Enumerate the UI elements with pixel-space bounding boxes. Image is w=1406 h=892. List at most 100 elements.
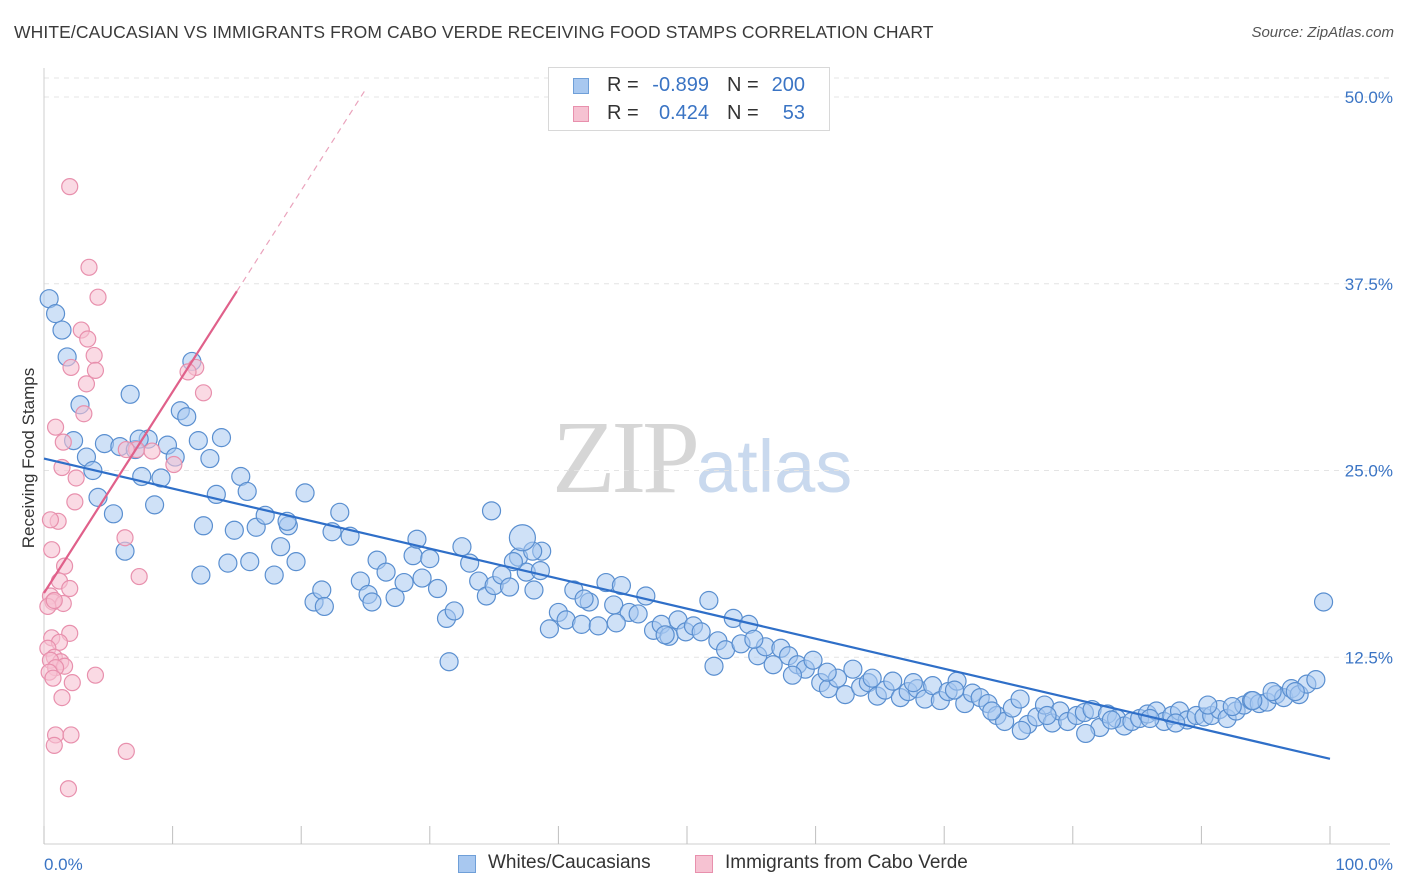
scatter-point-whites bbox=[177, 407, 197, 427]
y-tick-label: 25.0% bbox=[1345, 462, 1393, 481]
legend-label: Whites/Caucasians bbox=[488, 852, 651, 873]
y-tick-label: 50.0% bbox=[1345, 88, 1393, 107]
scatter-point-whites bbox=[481, 501, 502, 521]
scatter-point-whites bbox=[1313, 592, 1334, 612]
scatter-point-cabo-verde bbox=[66, 493, 84, 511]
scatter-point-cabo-verde bbox=[130, 567, 148, 586]
scatter-point-cabo-verde bbox=[117, 440, 135, 459]
scatter-point-cabo-verde bbox=[194, 384, 213, 402]
source-label[interactable]: Source: ZipAtlas.com bbox=[1251, 24, 1394, 41]
scatter-point-cabo-verde bbox=[61, 579, 79, 598]
scatter-point-whites bbox=[314, 596, 334, 617]
scatter-point-whites bbox=[903, 673, 923, 693]
scatter-point-whites bbox=[427, 578, 448, 599]
scatter-point-cabo-verde bbox=[165, 455, 183, 474]
scatter-point-cabo-verde bbox=[80, 258, 98, 276]
r-label: R = bbox=[607, 102, 639, 124]
axes bbox=[43, 68, 1390, 845]
stats-row-whites: R = -0.899 N = 200 bbox=[549, 72, 829, 100]
scatter-point-whites bbox=[439, 652, 459, 672]
scatter-point-cabo-verde bbox=[67, 469, 85, 487]
scatter-point-cabo-verde bbox=[85, 346, 103, 365]
scatter-point-whites bbox=[1011, 720, 1031, 741]
x-tick-label: 0.0% bbox=[44, 855, 83, 874]
scatter-point-whites bbox=[200, 448, 220, 469]
scatter-point-whites bbox=[782, 665, 803, 685]
scatter-point-whites bbox=[295, 483, 315, 503]
scatter-point-whites bbox=[52, 320, 72, 340]
scatter-point-whites bbox=[862, 668, 882, 688]
scatter-point-cabo-verde bbox=[86, 361, 105, 380]
scatter-point-whites bbox=[1285, 682, 1305, 702]
scatter-point-whites bbox=[144, 495, 165, 515]
scatter-point-whites bbox=[817, 662, 837, 682]
series-whites-points bbox=[39, 289, 1334, 744]
cabo-verde-legend-icon bbox=[695, 855, 713, 873]
chart-title: WHITE/CAUCASIAN VS IMMIGRANTS FROM CABO … bbox=[14, 22, 934, 42]
scatter-point-cabo-verde bbox=[59, 780, 78, 798]
scatter-point-whites bbox=[1101, 710, 1121, 730]
scatter-point-cabo-verde bbox=[45, 736, 63, 754]
scatter-point-whites bbox=[655, 625, 675, 645]
scatter-point-whites bbox=[1010, 689, 1030, 709]
scatter-point-whites bbox=[237, 481, 257, 502]
scatter-point-whites bbox=[403, 546, 423, 566]
scatter-point-whites bbox=[982, 701, 1002, 721]
scatter-point-whites bbox=[362, 592, 382, 612]
scatter-point-cabo-verde bbox=[41, 511, 60, 529]
scatter-point-whites bbox=[385, 587, 405, 608]
scatter-point-whites bbox=[193, 516, 214, 536]
scatter-point-cabo-verde bbox=[79, 330, 97, 348]
scatter-point-whites bbox=[588, 616, 608, 636]
scatter-point-whites bbox=[508, 524, 536, 552]
scatter-point-whites bbox=[699, 590, 719, 611]
scatter-point-cabo-verde bbox=[75, 405, 93, 423]
scatter-point-whites bbox=[539, 619, 559, 639]
scatter-point-cabo-verde bbox=[44, 669, 62, 687]
scatter-point-cabo-verde bbox=[63, 674, 81, 692]
series-cabo-verde-points bbox=[39, 178, 213, 798]
scatter-point-whites bbox=[452, 537, 472, 557]
scatter-point-whites bbox=[420, 549, 440, 569]
scatter-point-whites bbox=[1262, 682, 1282, 702]
whites-legend-icon bbox=[458, 855, 476, 873]
n-value: 200 bbox=[771, 74, 805, 96]
trend-line-cabo-verde-extension bbox=[236, 89, 367, 292]
scatter-point-cabo-verde bbox=[43, 541, 61, 559]
scatter-point-whites bbox=[444, 601, 464, 621]
n-label: N = bbox=[727, 74, 759, 96]
n-label: N = bbox=[727, 102, 759, 124]
n-value: 53 bbox=[782, 102, 805, 124]
scatter-point-whites bbox=[224, 520, 244, 540]
scatter-point-whites bbox=[883, 671, 903, 691]
legend-label: Immigrants from Cabo Verde bbox=[725, 852, 968, 873]
r-value: 0.424 bbox=[658, 102, 709, 124]
scatter-point-whites bbox=[394, 572, 414, 593]
watermark: ZIPatlas bbox=[552, 398, 852, 517]
trend-line-whites bbox=[43, 457, 1331, 760]
scatter-point-whites bbox=[412, 568, 432, 588]
scatter-point-whites bbox=[45, 304, 66, 324]
scatter-point-cabo-verde bbox=[62, 358, 80, 377]
scatter-point-whites bbox=[376, 562, 396, 582]
y-tick-label: 12.5% bbox=[1345, 648, 1393, 667]
scatter-point-whites bbox=[763, 655, 783, 675]
scatter-point-whites bbox=[264, 565, 284, 585]
scatter-point-whites bbox=[211, 428, 232, 448]
scatter-point-cabo-verde bbox=[116, 529, 134, 547]
scatter-point-cabo-verde bbox=[61, 178, 79, 196]
scatter-point-whites bbox=[1198, 695, 1218, 715]
cabo-verde-swatch-icon bbox=[573, 106, 589, 122]
scatter-point-whites bbox=[571, 614, 592, 634]
trend-lines bbox=[43, 89, 1331, 760]
scatter-point-whites bbox=[286, 552, 306, 572]
scatter-point-whites bbox=[218, 553, 238, 573]
scatter-point-cabo-verde bbox=[53, 688, 71, 707]
x-tick-label: 100.0% bbox=[1335, 855, 1393, 874]
scatter-point-whites bbox=[628, 604, 648, 624]
scatter-point-cabo-verde bbox=[55, 557, 74, 575]
scatter-point-whites bbox=[606, 613, 626, 633]
scatter-point-whites bbox=[330, 502, 350, 522]
watermark-atlas: atlas bbox=[696, 425, 853, 508]
